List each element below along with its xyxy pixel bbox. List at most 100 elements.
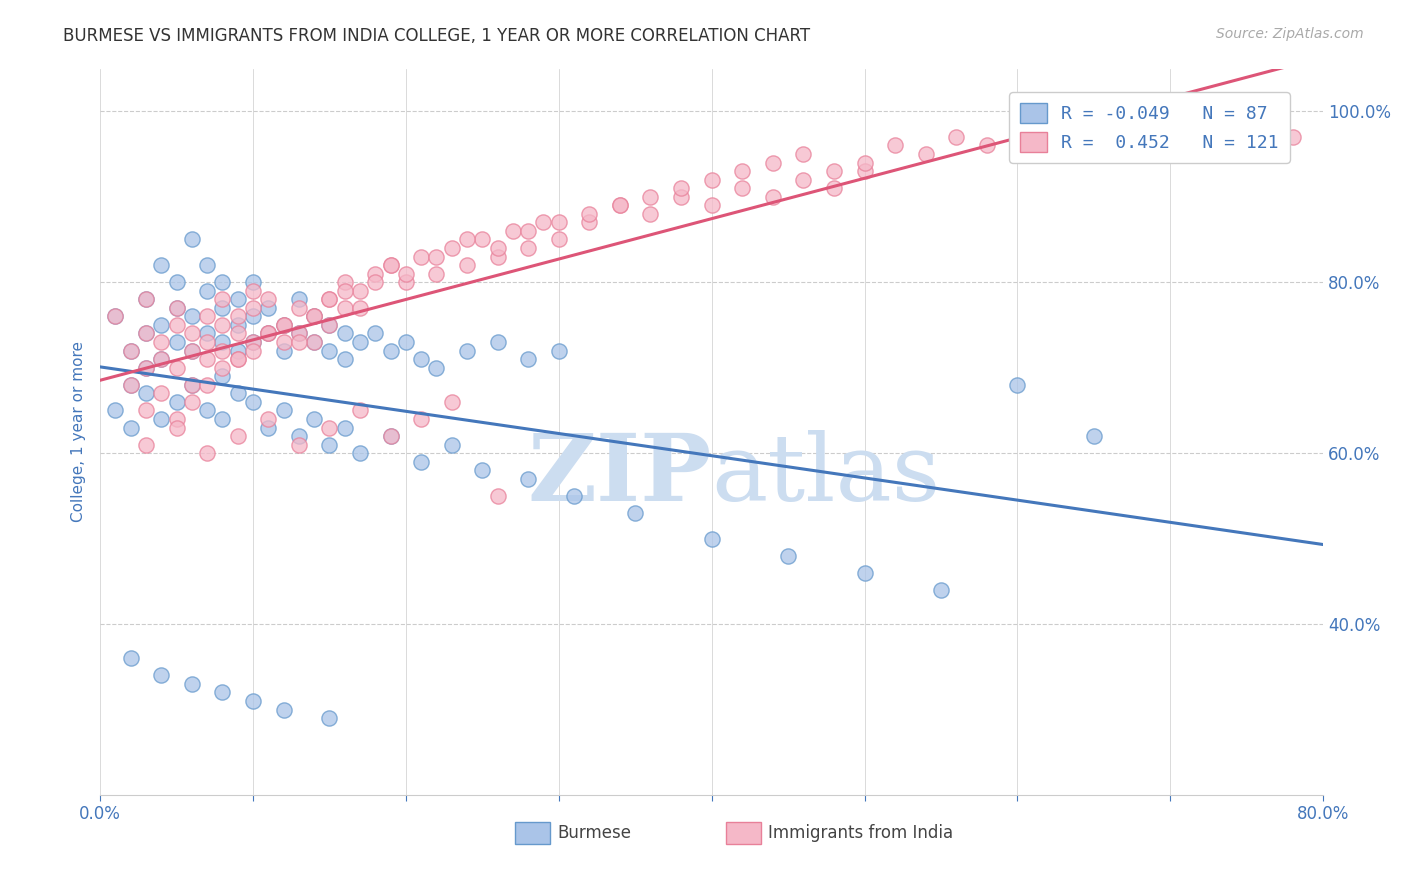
- Point: [104, 310, 127, 324]
- Point: [945, 129, 967, 144]
- Point: [211, 360, 233, 375]
- Point: [1220, 112, 1243, 127]
- Point: [166, 412, 188, 426]
- Point: [166, 301, 188, 315]
- Point: [180, 326, 202, 341]
- Point: [226, 318, 249, 332]
- Point: [180, 343, 202, 358]
- Point: [302, 334, 325, 349]
- Point: [853, 155, 876, 169]
- Point: [226, 352, 249, 367]
- Point: [823, 181, 845, 195]
- Point: [257, 326, 280, 341]
- Point: [486, 489, 509, 503]
- Point: [226, 293, 249, 307]
- Point: [195, 352, 218, 367]
- Point: [762, 190, 785, 204]
- Point: [547, 343, 569, 358]
- Point: [517, 241, 540, 255]
- Point: [226, 310, 249, 324]
- Point: [166, 318, 188, 332]
- Point: [135, 293, 157, 307]
- Point: [195, 446, 218, 460]
- Point: [440, 437, 463, 451]
- Point: [364, 326, 387, 341]
- Point: [380, 258, 402, 272]
- Point: [166, 395, 188, 409]
- Text: Source: ZipAtlas.com: Source: ZipAtlas.com: [1216, 27, 1364, 41]
- Point: [302, 334, 325, 349]
- Point: [257, 412, 280, 426]
- Point: [1036, 121, 1059, 136]
- Point: [411, 352, 433, 367]
- Point: [150, 412, 173, 426]
- Point: [853, 164, 876, 178]
- Point: [456, 232, 478, 246]
- Point: [135, 403, 157, 417]
- Point: [486, 334, 509, 349]
- Point: [242, 310, 264, 324]
- Point: [547, 232, 569, 246]
- Point: [380, 258, 402, 272]
- Point: [302, 310, 325, 324]
- Point: [211, 318, 233, 332]
- Point: [425, 267, 447, 281]
- Point: [440, 395, 463, 409]
- Point: [395, 275, 418, 289]
- Point: [823, 164, 845, 178]
- Point: [486, 241, 509, 255]
- Point: [195, 284, 218, 298]
- Point: [180, 677, 202, 691]
- Y-axis label: College, 1 year or more: College, 1 year or more: [72, 342, 86, 523]
- Point: [120, 343, 142, 358]
- Point: [180, 395, 202, 409]
- Point: [120, 420, 142, 434]
- Point: [1251, 121, 1274, 136]
- Point: [166, 334, 188, 349]
- Point: [288, 437, 311, 451]
- Point: [624, 506, 647, 520]
- Point: [242, 275, 264, 289]
- Point: [273, 703, 295, 717]
- Point: [1083, 429, 1105, 443]
- Point: [273, 403, 295, 417]
- Point: [195, 377, 218, 392]
- Point: [440, 241, 463, 255]
- Point: [302, 310, 325, 324]
- Point: [318, 711, 340, 725]
- Point: [180, 310, 202, 324]
- Point: [242, 343, 264, 358]
- Point: [318, 293, 340, 307]
- Point: [1189, 129, 1212, 144]
- Point: [364, 275, 387, 289]
- Point: [349, 334, 371, 349]
- Point: [456, 258, 478, 272]
- Legend: R = -0.049   N = 87, R =  0.452   N = 121: R = -0.049 N = 87, R = 0.452 N = 121: [1010, 92, 1289, 162]
- Point: [211, 334, 233, 349]
- Point: [195, 258, 218, 272]
- Point: [792, 147, 814, 161]
- Point: [150, 318, 173, 332]
- Point: [1098, 121, 1121, 136]
- Point: [135, 293, 157, 307]
- Point: [211, 412, 233, 426]
- Point: [349, 284, 371, 298]
- Point: [333, 301, 356, 315]
- Point: [318, 343, 340, 358]
- Point: [257, 293, 280, 307]
- Point: [135, 326, 157, 341]
- Point: [364, 267, 387, 281]
- Point: [242, 395, 264, 409]
- Point: [257, 326, 280, 341]
- Point: [929, 582, 952, 597]
- Point: [1159, 121, 1181, 136]
- Point: [502, 224, 524, 238]
- Point: [226, 326, 249, 341]
- Point: [242, 284, 264, 298]
- Point: [288, 326, 311, 341]
- Point: [411, 250, 433, 264]
- Point: [211, 293, 233, 307]
- Point: [609, 198, 631, 212]
- Point: [195, 334, 218, 349]
- Point: [609, 198, 631, 212]
